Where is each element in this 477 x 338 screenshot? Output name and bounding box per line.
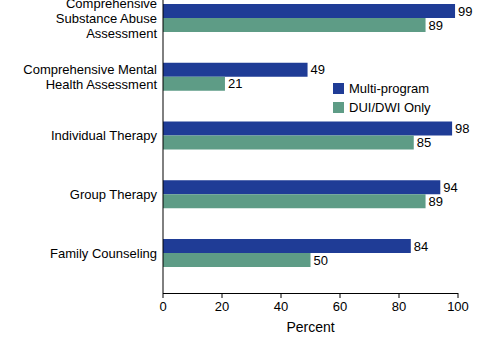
data-label: 89	[429, 18, 443, 33]
category-label: Group Therapy	[70, 187, 158, 202]
data-label: 49	[311, 62, 325, 77]
bar	[163, 18, 426, 32]
x-tick-label: 20	[215, 299, 229, 314]
category-label: ComprehensiveSubstance AbuseAssessment	[56, 0, 158, 41]
legend-swatch	[333, 83, 344, 94]
x-axis-line	[163, 293, 458, 294]
data-label: 89	[429, 194, 443, 209]
x-tick	[222, 293, 223, 298]
bars	[163, 4, 455, 267]
x-tick	[399, 293, 400, 298]
y-axis-line	[163, 0, 164, 293]
chart-container: 99 49 98 94 84 89 21 85 89 50 0 20 40 60 80 100 Percent C…	[0, 0, 477, 338]
category-label: Family Counseling	[50, 246, 157, 261]
x-tick-label: 0	[159, 299, 166, 314]
bar	[163, 136, 414, 150]
category-label: Individual Therapy	[51, 128, 157, 143]
data-label: 21	[228, 76, 242, 91]
x-tick	[458, 293, 459, 298]
legend-label: DUI/DWI Only	[349, 100, 431, 115]
x-tick-label: 100	[447, 299, 469, 314]
bar	[163, 239, 411, 253]
legend: Multi-program DUI/DWI Only	[333, 81, 431, 115]
bar	[163, 122, 452, 136]
x-tick	[163, 293, 164, 298]
category-labels: ComprehensiveSubstance AbuseAssessment Co…	[23, 0, 157, 261]
x-tick	[340, 293, 341, 298]
data-labels: 99 49 98 94 84 89 21 85 89 50	[228, 4, 473, 268]
legend-label: Multi-program	[349, 81, 429, 96]
bar	[163, 180, 440, 194]
data-label: 99	[458, 4, 472, 19]
bar	[163, 4, 455, 18]
legend-swatch	[333, 102, 344, 113]
data-label: 50	[314, 253, 328, 268]
bar	[163, 77, 225, 91]
data-label: 98	[455, 121, 469, 136]
x-axis-label: Percent	[286, 319, 334, 335]
chart-svg: 99 49 98 94 84 89 21 85 89 50 0 20 40 60 80 100 Percent C…	[0, 0, 477, 338]
x-tick-label: 40	[274, 299, 288, 314]
axes: 0 20 40 60 80 100 Percent	[159, 0, 468, 335]
bar	[163, 194, 426, 208]
data-label: 85	[417, 135, 431, 150]
category-label: Comprehensive MentalHealth Assessment	[23, 62, 157, 92]
x-tick	[281, 293, 282, 298]
x-tick-label: 80	[392, 299, 406, 314]
bar	[163, 253, 311, 267]
bar	[163, 63, 308, 77]
data-label: 84	[414, 239, 428, 254]
x-tick-label: 60	[333, 299, 347, 314]
data-label: 94	[443, 180, 457, 195]
